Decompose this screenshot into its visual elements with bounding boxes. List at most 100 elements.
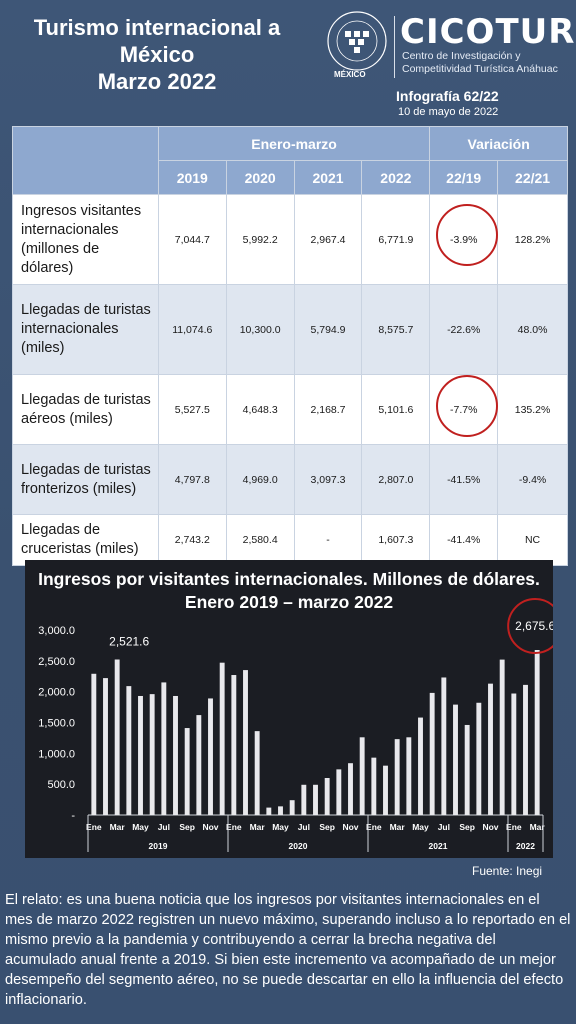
bar	[499, 659, 505, 815]
bar	[476, 702, 482, 815]
infografia-number: Infografía 62/22	[396, 88, 499, 104]
year-label: 2022	[516, 841, 535, 851]
table-row: Llegadas de turistas fronterizos (miles)…	[12, 444, 568, 515]
x-tick-label: Ene	[506, 822, 522, 832]
table-cell: 2,168.7	[293, 374, 363, 445]
bar	[511, 693, 517, 815]
highlight-circle	[436, 204, 498, 266]
year-label: 2021	[429, 841, 448, 851]
table-cell: 4,969.0	[225, 444, 295, 515]
table-row: Llegadas de cruceristas (miles) 2,743.2 …	[12, 514, 568, 566]
x-tick-label: Mar	[530, 822, 546, 832]
data-label: 2,675.6	[515, 619, 553, 633]
bar	[254, 731, 260, 815]
x-tick-label: Sep	[319, 822, 335, 832]
bar	[173, 695, 178, 815]
table-cell: 5,101.6	[361, 374, 431, 445]
bar	[196, 715, 202, 815]
year-label: 2020	[289, 841, 308, 851]
brand-subtitle-line-1: Centro de Investigación y	[402, 50, 521, 62]
bar	[313, 784, 318, 815]
bar	[534, 650, 540, 815]
publication-date: 10 de mayo de 2022	[398, 106, 499, 118]
chart-panel: Ingresos por visitantes internacionales.…	[25, 560, 553, 858]
stats-table-panel: Enero-marzo Variación 2019 2020 2021 202…	[12, 126, 568, 566]
x-tick-label: Mar	[390, 822, 406, 832]
row-label: Llegadas de cruceristas (miles)	[12, 514, 159, 566]
table-cell: 128.2%	[497, 194, 568, 285]
logo-divider	[394, 16, 395, 78]
title-line-3: Marzo 2022	[97, 69, 217, 94]
table-cell: 3,097.3	[293, 444, 363, 515]
page-title: Turismo internacional a México Marzo 202…	[12, 14, 302, 95]
stats-table: Enero-marzo Variación 2019 2020 2021 202…	[12, 126, 568, 566]
table-cell: 5,527.5	[157, 374, 227, 445]
table-cell: NC	[497, 514, 568, 566]
y-tick-label: 1,500.0	[38, 718, 75, 730]
bar	[231, 675, 237, 815]
bar	[278, 806, 283, 815]
table-cell: 7,044.7	[157, 194, 227, 285]
anahuac-seal-icon	[327, 11, 387, 71]
bar	[138, 695, 143, 815]
bar	[324, 778, 330, 815]
table-corner-header	[12, 126, 159, 195]
table-cell: 135.2%	[497, 374, 568, 445]
x-tick-label: Jul	[438, 822, 450, 832]
bar	[453, 704, 458, 815]
table-cell: 2,967.4	[293, 194, 363, 285]
y-tick-label: 500.0	[47, 779, 75, 791]
group-header-variacion: Variación	[429, 126, 568, 161]
bar	[336, 769, 342, 815]
bar	[266, 807, 272, 815]
bar	[103, 678, 108, 815]
bar	[406, 737, 412, 815]
x-tick-label: Nov	[202, 822, 218, 832]
table-cell: 5,992.2	[225, 194, 295, 285]
bar	[464, 724, 470, 815]
x-tick-label: Jul	[298, 822, 310, 832]
row-label: Llegadas de turistas fronterizos (miles)	[12, 444, 159, 515]
column-header: 2019	[157, 160, 227, 195]
bar	[488, 683, 493, 815]
bar	[359, 737, 365, 815]
title-line-1: Turismo internacional a	[33, 15, 281, 40]
column-header: 2021	[293, 160, 363, 195]
table-cell: 8,575.7	[361, 284, 431, 375]
bar	[301, 784, 307, 815]
x-tick-label: Sep	[459, 822, 475, 832]
bar	[383, 765, 388, 815]
table-cell: 2,807.0	[361, 444, 431, 515]
x-tick-label: May	[132, 822, 149, 832]
column-header: 22/21	[497, 160, 568, 195]
table-cell: 4,648.3	[225, 374, 295, 445]
bar	[184, 728, 190, 815]
x-tick-label: Nov	[342, 822, 358, 832]
bar	[289, 800, 295, 815]
row-label: Ingresos visitantes internacionales (mil…	[12, 194, 159, 285]
bar	[371, 757, 377, 815]
brand-subtitle: Centro de Investigación y Competitividad…	[402, 50, 558, 76]
column-header: 2020	[225, 160, 295, 195]
x-tick-label: Ene	[226, 822, 242, 832]
x-tick-label: Ene	[86, 822, 102, 832]
bar	[208, 698, 213, 815]
table-cell: -22.6%	[429, 284, 499, 375]
bar	[91, 673, 97, 815]
relato-text: El relato: es una buena noticia que los …	[5, 892, 571, 1008]
title-line-2: México	[119, 42, 195, 67]
bar	[429, 692, 435, 815]
x-tick-label: Mar	[250, 822, 266, 832]
table-cell: -9.4%	[497, 444, 568, 515]
year-label: 2019	[149, 841, 168, 851]
table-cell: -	[293, 514, 363, 566]
table-cell: 11,074.6	[157, 284, 227, 375]
table-cell: -41.4%	[429, 514, 499, 566]
chart-title: Ingresos por visitantes internacionales.…	[38, 569, 540, 612]
row-label: Llegadas de turistas aéreos (miles)	[12, 374, 159, 445]
group-header-enero-marzo: Enero-marzo	[157, 126, 431, 161]
y-tick-label: -	[71, 810, 75, 822]
bar	[523, 684, 528, 815]
bar	[348, 763, 353, 815]
bar-chart: 3,000.0 2,500.0 2,000.0 1,500.0 1,000.0 500.0…	[38, 598, 553, 852]
